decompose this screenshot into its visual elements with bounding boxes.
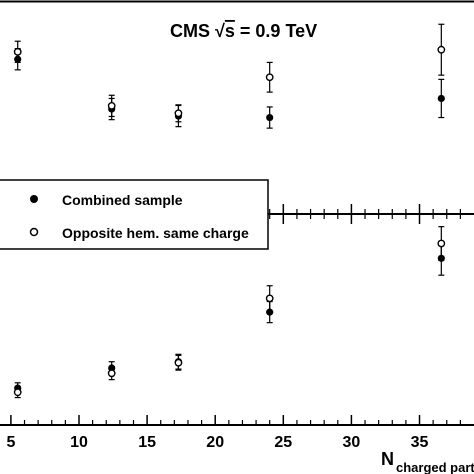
x-tick-label: 10 <box>70 434 88 451</box>
legend-label-combined: Combined sample <box>62 192 183 208</box>
legend-marker-filled <box>30 195 38 203</box>
x-tick-label: 35 <box>411 434 429 451</box>
x-axis-label: N <box>381 449 394 469</box>
data-point-filled <box>266 113 274 122</box>
legend: Combined sample Opposite hem. same charg… <box>0 179 269 250</box>
x-tick-label: 30 <box>343 434 361 451</box>
legend-label-opposite: Opposite hem. same charge <box>62 225 249 241</box>
data-point-open <box>437 239 446 248</box>
title-var: s <box>225 21 235 41</box>
data-point-open <box>107 101 116 110</box>
legend-box <box>0 179 269 250</box>
x-tick-label: 15 <box>138 434 156 451</box>
legend-marker-open <box>29 227 39 237</box>
bottom-panel-data <box>13 226 446 399</box>
x-tick-labels: 5 10 15 20 25 30 35 <box>6 434 428 451</box>
x-axis-ticks <box>10 415 461 425</box>
data-point-filled <box>266 308 274 316</box>
x-tick-label: 5 <box>6 434 15 451</box>
title-prefix: CMS <box>170 21 215 41</box>
title-suffix: = 0.9 TeV <box>235 21 317 41</box>
x-tick-label: 20 <box>206 434 224 451</box>
title-radical: √ <box>215 21 225 41</box>
chart-title: CMS √s = 0.9 TeV <box>170 21 317 41</box>
data-point-open <box>437 45 446 54</box>
top-panel-data <box>13 23 446 129</box>
data-point-open <box>174 109 183 118</box>
data-point-open <box>265 73 274 82</box>
data-point-open <box>265 294 274 303</box>
x-tick-label: 25 <box>274 434 292 451</box>
data-point-filled <box>437 94 445 103</box>
data-point-open <box>13 47 22 56</box>
data-point-open <box>174 358 183 367</box>
data-point-open <box>13 388 22 397</box>
x-axis-label-subscript: charged part <box>396 460 474 474</box>
data-point-open <box>107 369 116 378</box>
